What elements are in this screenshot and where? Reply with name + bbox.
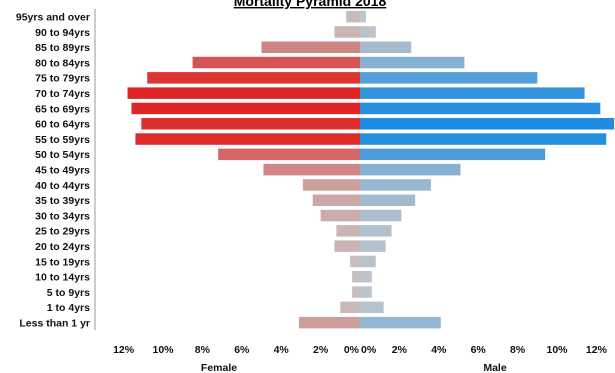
- age-group-label: 80 to 84yrs: [35, 57, 90, 69]
- female-bar: [312, 194, 360, 206]
- age-group-label: 15 to 19yrs: [35, 256, 90, 268]
- female-bar: [298, 316, 360, 329]
- female-bar: [131, 102, 360, 115]
- male-tick-label: 10%: [546, 344, 568, 356]
- age-group-label: 10 to 14yrs: [35, 272, 90, 284]
- female-bar: [346, 10, 360, 23]
- male-bar: [360, 209, 402, 222]
- male-bar: [360, 194, 416, 206]
- female-bar: [334, 240, 360, 252]
- female-tick-label: 6%: [234, 344, 250, 356]
- male-bar: [360, 271, 372, 283]
- male-bar: [360, 240, 386, 252]
- female-bar: [302, 179, 360, 191]
- male-tick-label: 8%: [510, 344, 526, 356]
- female-bar: [135, 133, 360, 145]
- age-group-label: 5 to 9yrs: [47, 287, 90, 299]
- age-group-label: 50 to 54yrs: [35, 149, 90, 161]
- female-tick-label: 4%: [274, 344, 290, 356]
- female-bar: [263, 163, 360, 176]
- male-tick-label: 12%: [586, 344, 608, 356]
- male-bar: [360, 286, 372, 298]
- male-bar: [360, 87, 585, 99]
- age-group-label: 60 to 64yrs: [35, 119, 90, 131]
- age-group-label: 55 to 59yrs: [35, 134, 90, 146]
- age-group-label: 70 to 74yrs: [35, 88, 90, 100]
- age-group-label: 90 to 94yrs: [35, 27, 90, 39]
- age-group-label: 40 to 44yrs: [35, 180, 90, 192]
- male-bar: [360, 133, 607, 145]
- female-tick-label: 12%: [113, 344, 135, 356]
- age-group-label: 85 to 89yrs: [35, 42, 90, 54]
- male-bar: [360, 72, 538, 84]
- female-bar: [320, 209, 360, 222]
- female-bar: [192, 56, 360, 69]
- female-tick-labels: 12% 10% 8% 6% 4% 2% 0%: [113, 344, 360, 356]
- male-tick-labels: 0% 2% 4% 6% 8% 10% 12%: [361, 344, 608, 356]
- age-group-label: Less than 1 yr: [19, 317, 90, 329]
- age-group-label: 20 to 24yrs: [35, 241, 90, 253]
- male-bar: [360, 41, 412, 53]
- female-bar: [352, 271, 360, 283]
- female-bar: [334, 26, 360, 38]
- female-tick-label: 10%: [152, 344, 174, 356]
- female-tick-label: 0%: [344, 344, 360, 356]
- male-tick-label: 4%: [431, 344, 447, 356]
- female-bar: [147, 72, 360, 84]
- male-bar: [360, 102, 601, 115]
- female-bar: [350, 255, 360, 268]
- age-group-label: 25 to 29yrs: [35, 226, 90, 238]
- male-bar: [360, 26, 376, 38]
- male-bar: [360, 148, 546, 161]
- age-group-label: 95yrs and over: [16, 11, 90, 23]
- male-bar: [360, 255, 376, 268]
- age-group-label: 65 to 69yrs: [35, 103, 90, 115]
- female-bar: [141, 118, 360, 130]
- male-bar: [360, 301, 384, 314]
- female-bar: [218, 148, 360, 161]
- female-bar: [261, 41, 360, 53]
- male-bar: [360, 316, 441, 329]
- female-bar: [336, 225, 360, 237]
- chart-title: Mortality Pyramid 2018: [234, 0, 387, 9]
- age-labels: 95yrs and over 90 to 94yrs 85 to 89yrs 80 t…: [16, 11, 90, 329]
- female-tick-label: 8%: [195, 344, 211, 356]
- male-tick-label: 2%: [392, 344, 408, 356]
- female-bar: [340, 301, 360, 314]
- male-tick-label: 6%: [471, 344, 487, 356]
- male-bar: [360, 179, 431, 191]
- female-tick-label: 2%: [313, 344, 329, 356]
- female-bar: [352, 286, 360, 298]
- female-bar: [127, 87, 360, 99]
- male-bar: [360, 10, 366, 23]
- female-axis-title: Female: [201, 362, 237, 373]
- female-bars: [127, 10, 360, 329]
- male-axis-title: Male: [483, 362, 507, 373]
- age-group-label: 35 to 39yrs: [35, 195, 90, 207]
- age-group-label: 75 to 79yrs: [35, 73, 90, 85]
- age-group-label: 45 to 49yrs: [35, 164, 90, 176]
- male-bar: [360, 56, 465, 69]
- male-bar: [360, 163, 461, 176]
- male-bars: [360, 10, 615, 329]
- male-tick-label: 0%: [361, 344, 377, 356]
- age-group-label: 30 to 34yrs: [35, 210, 90, 222]
- male-bar: [360, 118, 615, 130]
- male-bar: [360, 225, 392, 237]
- age-group-label: 1 to 4yrs: [47, 302, 90, 314]
